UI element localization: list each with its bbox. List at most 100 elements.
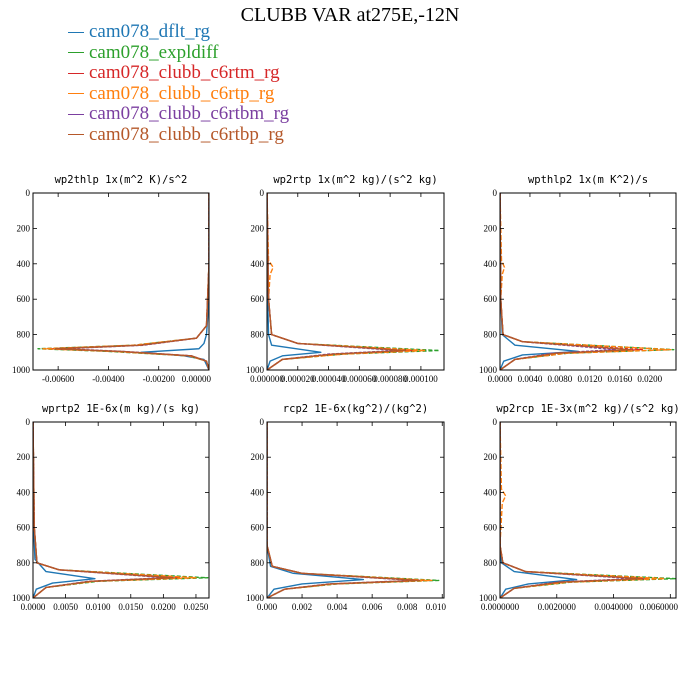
series-line-cam078_clubb_c6rtp_rg — [42, 193, 209, 370]
x-tick-label: 0.0020000 — [538, 602, 577, 612]
series-line-cam078_clubb_c6rtbm_rg — [267, 193, 399, 370]
y-tick-label: 0 — [26, 188, 31, 198]
y-tick-label: 200 — [484, 223, 498, 233]
x-tick-label: 0.0060000 — [640, 602, 679, 612]
plot-frame — [499, 192, 677, 371]
series-line-cam078_clubb_c6rtp_rg — [267, 193, 427, 370]
plot-frame — [499, 421, 677, 599]
y-tick-label: 200 — [251, 452, 265, 462]
legend-line-swatch — [68, 134, 84, 136]
y-tick-label: 200 — [484, 452, 498, 462]
x-tick-label: -0.00400 — [92, 374, 125, 384]
x-tick-label: 0.0050 — [53, 602, 78, 612]
legend-entry: cam078_clubb_c6rtbp_rg — [68, 123, 289, 146]
y-tick-label: 400 — [17, 487, 31, 497]
x-tick-label: 0.000020 — [281, 374, 315, 384]
series-line-cam078_clubb_c6rtm_rg — [500, 193, 643, 370]
series-line-cam078_clubb_c6rtm_rg — [267, 422, 424, 598]
series-line-cam078_expldiff — [500, 193, 675, 370]
series-line-cam078_dflt_rg — [267, 422, 365, 598]
y-tick-label: 400 — [484, 487, 498, 497]
series-line-cam078_clubb_c6rtm_rg — [500, 422, 649, 598]
series-line-cam078_clubb_c6rtbp_rg — [33, 422, 174, 598]
y-tick-label: 600 — [17, 523, 31, 533]
plot-panel: wp2thlp 1x(m^2 K)/s^2 0 200 400 600 800 1000 -0… — [12, 174, 212, 384]
y-tick-label: 800 — [17, 558, 31, 568]
y-tick-label: 800 — [251, 558, 265, 568]
x-tick-label: 0.000040 — [312, 374, 346, 384]
y-tick-label: 0 — [260, 188, 265, 198]
legend-entry: cam078_clubb_c6rtbm_rg — [68, 104, 289, 125]
series-line-cam078_clubb_c6rtbp_rg — [267, 193, 407, 370]
series-line-cam078_clubb_c6rtp_rg — [500, 193, 672, 370]
y-tick-label: 400 — [17, 259, 31, 269]
y-tick-label: 600 — [484, 294, 498, 304]
panel-title: wp2thlp 1x(m^2 K)/s^2 — [55, 174, 188, 186]
y-tick-label: 800 — [251, 330, 265, 340]
x-tick-label: 0.0150 — [118, 602, 143, 612]
figure-title: CLUBB VAR at275E,-12N — [240, 4, 460, 26]
y-tick-label: 1000 — [479, 593, 498, 603]
y-tick-label: 400 — [484, 259, 498, 269]
y-tick-label: 800 — [484, 558, 498, 568]
legend-label: cam078_clubb_c6rtbm_rg — [89, 103, 290, 125]
x-tick-label: 0.002 — [292, 602, 312, 612]
legend-entry: cam078_clubb_c6rtm_rg — [68, 63, 289, 84]
x-tick-label: 0.000100 — [404, 374, 438, 384]
series-line-cam078_clubb_c6rtm_rg — [49, 193, 209, 370]
y-tick-label: 400 — [251, 259, 265, 269]
y-tick-label: 200 — [251, 223, 265, 233]
y-tick-label: 0 — [493, 417, 498, 427]
series-line-cam078_clubb_c6rtp_rg — [33, 422, 197, 598]
legend-entry: cam078_expldiff — [68, 41, 289, 64]
x-tick-label: 0.0000 — [488, 374, 513, 384]
x-tick-label: 0.0100 — [86, 602, 111, 612]
x-tick-label: 0.0080 — [548, 374, 573, 384]
x-tick-label: 0.000 — [257, 602, 278, 612]
plot-frame — [32, 421, 210, 599]
x-tick-label: 0.0040 — [518, 374, 543, 384]
panel-title: wpthlp2 1x(m K^2)/s — [528, 174, 648, 186]
series-line-cam078_expldiff — [37, 193, 209, 370]
y-tick-label: 0 — [260, 417, 265, 427]
x-tick-label: 0.000060 — [342, 374, 376, 384]
plot-panel: wp2rcp 1E-3x(m^2 kg)/(s^2 kg) 0 200 400 600 8… — [479, 403, 680, 612]
y-tick-label: 1000 — [479, 365, 498, 375]
legend-line-swatch — [68, 31, 84, 33]
panel-title: wprtp2 1E-6x(m kg)/(s kg) — [42, 403, 200, 415]
legend-label: cam078_clubb_c6rtbp_rg — [89, 123, 284, 145]
series-line-cam078_dflt_rg — [500, 422, 578, 598]
plot-panel: wpthlp2 1x(m K^2)/s020040060080010000.00… — [479, 174, 677, 384]
series-line-cam078_clubb_c6rtbp_rg — [267, 422, 421, 598]
series-line-cam078_clubb_c6rtbp_rg — [500, 193, 632, 370]
legend-entry: cam078_clubb_c6rtp_rg — [68, 82, 289, 105]
x-tick-label: 0.0200 — [637, 374, 662, 384]
x-tick-label: 0.0160 — [607, 374, 632, 384]
y-tick-label: 600 — [251, 294, 265, 304]
y-tick-label: 200 — [17, 452, 31, 462]
legend-label: cam078_clubb_c6rtm_rg — [89, 62, 280, 84]
y-tick-label: 400 — [251, 487, 265, 497]
plot-frame — [32, 192, 210, 371]
plot-frame — [266, 421, 445, 599]
x-tick-label: 0.0200 — [151, 602, 176, 612]
y-tick-label: 600 — [484, 523, 498, 533]
x-tick-label: 0.0120 — [577, 374, 602, 384]
legend-label: cam078_clubb_c6rtp_rg — [89, 82, 275, 104]
plot-frame — [266, 192, 445, 371]
plot-panel: wp2rtp 1x(m^2 kg)/(s^2 kg) 0 200 400 600 800 1… — [246, 174, 445, 384]
legend-label: cam078_expldiff — [89, 41, 219, 63]
x-tick-label: 0.004 — [327, 602, 348, 612]
legend-line-swatch — [68, 113, 84, 115]
y-tick-label: 800 — [484, 330, 498, 340]
series-line-cam078_clubb_c6rtbp_rg — [54, 193, 209, 370]
x-tick-label: 0.008 — [397, 602, 418, 612]
series-line-cam078_clubb_c6rtbm_rg — [500, 422, 635, 598]
y-tick-label: 1000 — [12, 365, 31, 375]
x-tick-label: 0.0040000 — [594, 602, 633, 612]
x-tick-label: 0.000000 — [250, 374, 284, 384]
series-line-cam078_expldiff — [33, 422, 209, 598]
panel-title: rcp2 1E-6x(kg^2)/(kg^2) — [283, 403, 428, 415]
x-tick-label: 0.00000 — [182, 374, 212, 384]
legend-line-swatch — [68, 93, 84, 95]
